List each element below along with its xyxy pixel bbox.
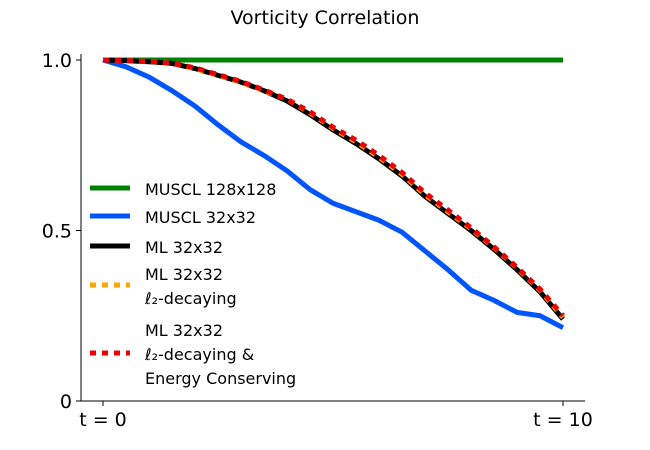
x-tick-label: t = 10: [533, 409, 593, 431]
legend-label-muscl-128x128: MUSCL 128x128: [145, 180, 276, 199]
x-tick-label: t = 0: [79, 409, 127, 431]
series-line-ml-32x32-l2-decaying-energy-conserving: [102, 57, 565, 318]
chart-title: Vorticity Correlation: [231, 7, 420, 29]
y-tick-label: 0: [60, 391, 72, 413]
series-line-muscl-32x32: [102, 57, 565, 330]
axes: 0 0.5 1.0 t = 0 t = 10: [42, 50, 593, 431]
legend: MUSCL 128x128 MUSCL 32x32 ML 32x32 ML 32x32…: [90, 180, 296, 388]
legend-label-ml-32x32-l2-decaying-energy-conserving: ML 32x32 ℓ₂-decaying & Energy Conserving: [144, 321, 296, 388]
legend-label-ml-32x32: ML 32x32: [145, 238, 223, 257]
y-tick-label: 1.0: [42, 50, 72, 72]
legend-label-ml-32x32-l2-decaying: ML 32x32 ℓ₂-decaying: [144, 265, 237, 308]
plot-lines: [102, 57, 565, 330]
y-tick-label: 0.5: [42, 221, 72, 243]
legend-label-muscl-32x32: MUSCL 32x32: [145, 208, 256, 227]
